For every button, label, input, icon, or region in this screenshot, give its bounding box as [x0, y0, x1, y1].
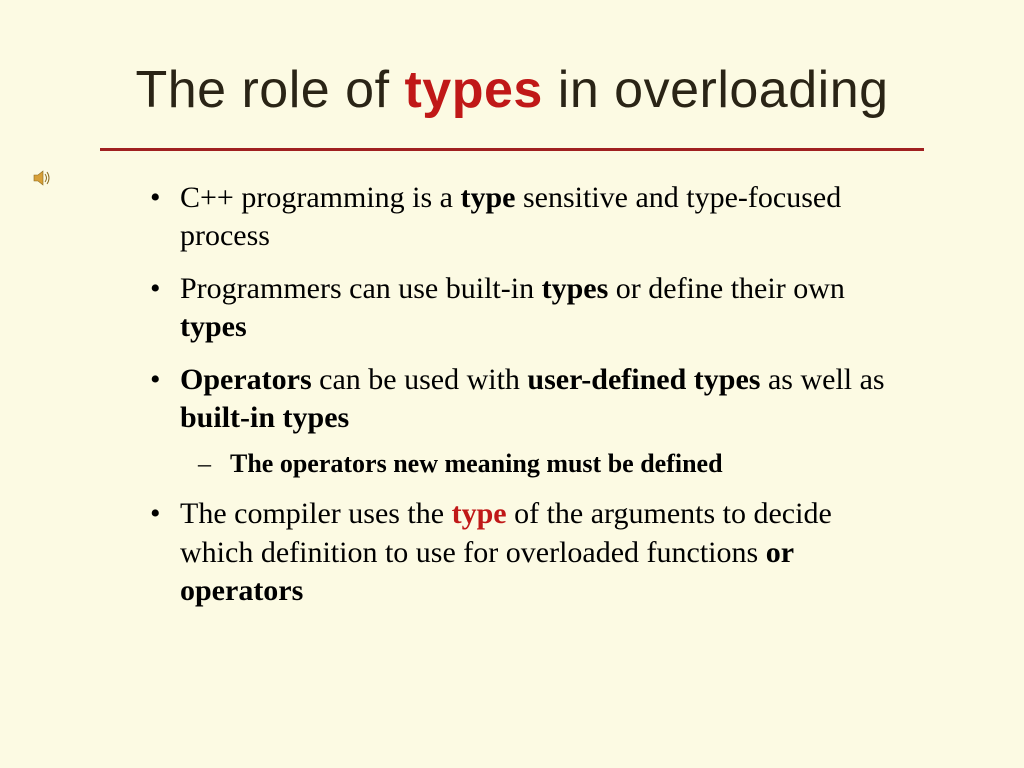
text-run: The compiler uses the — [180, 497, 452, 530]
text-run: Programmers can use built-in — [180, 272, 542, 305]
text-run: C++ programming is a — [180, 181, 460, 214]
text-run: Operators — [180, 363, 312, 396]
title-divider — [100, 148, 924, 151]
text-run: user-defined types — [527, 363, 760, 396]
bullet-item: C++ programming is a type sensitive and … — [150, 179, 894, 256]
sub-bullet-item: The operators new meaning must be define… — [198, 447, 894, 481]
text-run: as well as — [760, 363, 884, 396]
title-part2: in overloading — [543, 61, 889, 119]
text-run: built-in types — [180, 401, 349, 434]
text-run: type — [460, 181, 515, 214]
text-run: or define their own — [608, 272, 845, 305]
slide-body: C++ programming is a type sensitive and … — [60, 179, 964, 610]
bullet-list: C++ programming is a type sensitive and … — [150, 179, 894, 610]
text-run: The operators new meaning must be define… — [230, 449, 723, 478]
bullet-item: Programmers can use built-in types or de… — [150, 270, 894, 347]
bullet-item: The compiler uses the type of the argume… — [150, 495, 894, 610]
title-part1: The role of — [135, 61, 404, 119]
slide: The role of types in overloading C++ pro… — [0, 0, 1024, 768]
text-run: types — [542, 272, 609, 305]
title-accent: types — [404, 61, 542, 119]
text-run: types — [180, 310, 247, 343]
bullet-item: Operators can be used with user-defined … — [150, 361, 894, 482]
sub-bullet-list: The operators new meaning must be define… — [180, 447, 894, 481]
speaker-icon — [32, 168, 52, 188]
text-run: type — [452, 497, 507, 530]
slide-title: The role of types in overloading — [60, 60, 964, 120]
text-run: can be used with — [312, 363, 528, 396]
